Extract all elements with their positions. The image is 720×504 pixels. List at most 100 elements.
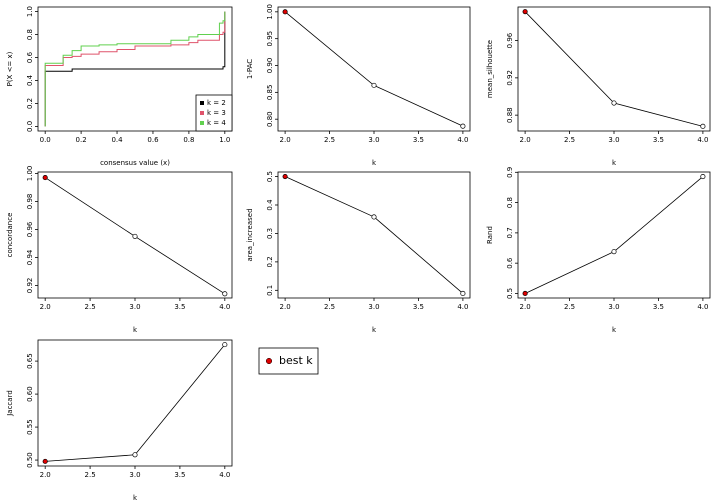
x-tick-label: 4.0 — [457, 136, 468, 144]
x-tick-label: 3.5 — [413, 136, 424, 144]
y-tick-label: 0.2 — [266, 256, 274, 267]
x-tick-label: 3.5 — [653, 303, 664, 311]
x-tick-label: 2.0 — [280, 303, 291, 311]
y-tick-label: 0.85 — [266, 85, 274, 101]
y-tick-label: 0.5 — [506, 288, 514, 299]
y-tick-label: 0.8 — [26, 29, 34, 40]
x-tick-label: 2.5 — [85, 303, 96, 311]
line — [524, 176, 704, 294]
x-tick-label: 3.0 — [368, 136, 379, 144]
y-tick-label: 0.92 — [26, 278, 34, 294]
y-tick-label: 0.95 — [266, 31, 274, 47]
legend-swatch — [200, 121, 204, 125]
x-axis-label: k — [612, 326, 617, 334]
y-axis-label: Rand — [486, 226, 494, 244]
point — [700, 123, 706, 129]
point — [42, 458, 48, 464]
x-tick-label: 2.5 — [564, 303, 575, 311]
y-tick-label: 1.00 — [26, 166, 34, 182]
y-tick-label: 0.98 — [26, 194, 34, 210]
plot-box — [37, 339, 233, 467]
y-tick-label: 0.9 — [506, 167, 514, 178]
legend-label: best k — [279, 354, 313, 367]
y-axis-label: area_increased — [246, 208, 254, 261]
x-tick-label: 2.5 — [324, 136, 335, 144]
x-tick-label: 3.0 — [608, 303, 619, 311]
x-tick-label: 2.0 — [520, 303, 531, 311]
x-tick-label: 3.0 — [129, 303, 140, 311]
x-axis-label: k — [372, 326, 377, 334]
y-tick-label: 1.0 — [26, 6, 34, 17]
point — [522, 9, 528, 15]
point — [132, 233, 138, 239]
x-tick-label: 4.0 — [457, 303, 468, 311]
ecdf-line — [44, 11, 226, 127]
x-tick-label: 3.5 — [174, 471, 185, 479]
point — [222, 342, 228, 348]
x-tick-label: 3.5 — [413, 303, 424, 311]
y-tick-label: 0.2 — [26, 98, 34, 109]
y-tick-label: 0.55 — [26, 419, 34, 435]
y-tick-label: 0.6 — [26, 51, 34, 63]
point — [222, 291, 228, 297]
y-tick-label: 0.80 — [266, 111, 274, 127]
y-tick-label: 0.1 — [266, 285, 274, 296]
point — [42, 175, 48, 181]
legend-swatch — [200, 111, 204, 115]
point — [282, 174, 288, 180]
y-axis-label: 1-PAC — [246, 59, 254, 79]
x-tick-label: 2.5 — [324, 303, 335, 311]
plot-box — [517, 171, 711, 299]
x-tick-label: 1.0 — [219, 136, 230, 144]
legend-marker — [265, 357, 273, 365]
x-axis-label: k — [133, 326, 138, 334]
line — [284, 11, 464, 127]
y-tick-label: 0.65 — [26, 353, 34, 369]
point — [611, 249, 617, 255]
x-tick-label: 0.8 — [183, 136, 194, 144]
x-tick-label: 4.0 — [697, 303, 708, 311]
point — [522, 290, 528, 297]
point — [132, 452, 138, 458]
x-tick-label: 0.0 — [40, 136, 51, 144]
legend-label: k = 2 — [207, 99, 226, 107]
line — [524, 11, 703, 127]
plot-box — [277, 171, 471, 299]
x-tick-label: 2.0 — [520, 136, 531, 144]
point — [371, 82, 377, 88]
point — [282, 9, 288, 15]
point — [460, 123, 466, 129]
legend-swatch — [200, 101, 204, 105]
y-axis-label: concordance — [6, 213, 14, 258]
y-tick-label: 0.96 — [506, 32, 514, 48]
x-axis-label: k — [612, 159, 617, 167]
legend-label: k = 3 — [207, 109, 226, 117]
y-tick-label: 0.6 — [506, 257, 514, 269]
x-tick-label: 4.0 — [219, 303, 230, 311]
plot-box — [277, 6, 471, 132]
x-tick-label: 2.5 — [564, 136, 575, 144]
y-tick-label: 0.3 — [266, 228, 274, 239]
x-tick-label: 4.0 — [219, 471, 230, 479]
plot-box — [517, 6, 711, 132]
y-tick-label: 0.50 — [26, 452, 34, 468]
x-tick-label: 3.5 — [653, 136, 664, 144]
x-tick-label: 4.0 — [697, 136, 708, 144]
x-tick-label: 3.0 — [129, 471, 140, 479]
point — [460, 290, 466, 296]
point — [611, 100, 617, 106]
y-axis-label: mean_silhouette — [486, 40, 494, 98]
y-tick-label: 0.5 — [266, 171, 274, 182]
x-tick-label: 0.4 — [111, 136, 123, 144]
x-tick-label: 3.5 — [174, 303, 185, 311]
x-axis-label: consensus value (x) — [100, 159, 170, 167]
x-tick-label: 0.2 — [76, 136, 87, 144]
y-tick-label: 1.00 — [266, 4, 274, 20]
y-tick-label: 0.8 — [506, 197, 514, 208]
y-tick-label: 0.94 — [26, 249, 34, 265]
x-tick-label: 2.5 — [85, 471, 96, 479]
x-axis-label: k — [372, 159, 377, 167]
x-tick-label: 3.0 — [608, 136, 619, 144]
y-tick-label: 0.88 — [506, 107, 514, 123]
point — [700, 173, 706, 180]
